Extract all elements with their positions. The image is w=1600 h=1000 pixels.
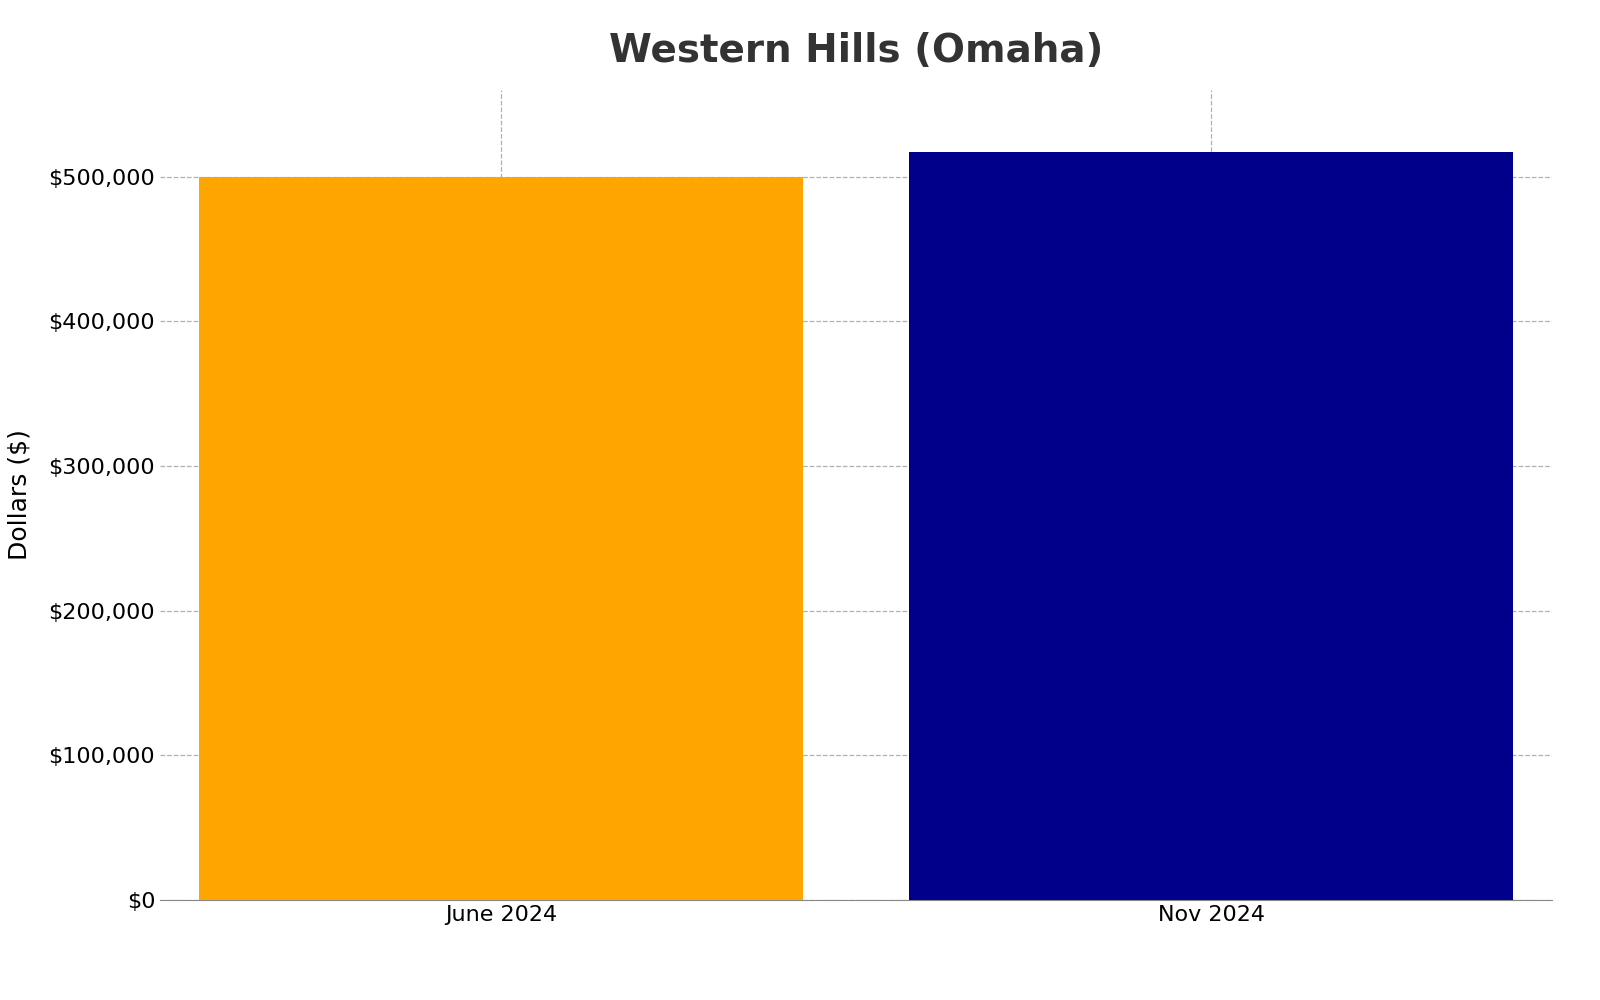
Y-axis label: Dollars ($): Dollars ($) xyxy=(8,430,32,560)
Title: Western Hills (Omaha): Western Hills (Omaha) xyxy=(610,32,1102,70)
Bar xyxy=(909,152,1514,900)
Bar xyxy=(198,177,803,900)
